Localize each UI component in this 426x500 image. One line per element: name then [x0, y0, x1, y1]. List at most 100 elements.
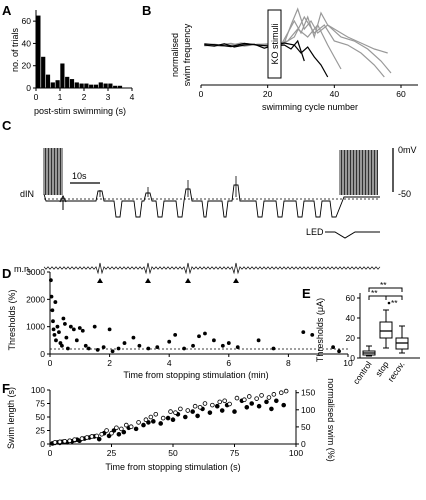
panel-f-ytick-label: 0: [40, 439, 45, 449]
panel-d-point: [50, 308, 55, 313]
panel-a-bar: [60, 63, 65, 88]
panel-d-point: [54, 338, 58, 343]
panel-d-ytick-label: 2000: [26, 294, 45, 304]
time-scale-label: 10s: [72, 171, 87, 181]
panel-b-ticks: 0 20 40 60: [199, 85, 406, 99]
panel-d-point: [55, 324, 60, 329]
panel-e-ylabel: Thresholds (μA): [315, 298, 325, 362]
panel-f-ytick-right-label: 50: [301, 422, 311, 432]
panel-f-point-open: [109, 430, 114, 436]
panel-f-point-filled: [264, 399, 269, 405]
panel-f-point-open: [123, 422, 129, 428]
ko-stimuli-box: [267, 9, 282, 79]
panel-b-lines: [204, 7, 392, 78]
panel-d-point: [131, 335, 136, 340]
led-trace: [325, 231, 380, 239]
panel-b-label: B: [142, 3, 151, 18]
stim-arrow-head: [59, 194, 67, 203]
panel-f-point-filled: [106, 433, 112, 439]
panel-f-point-open: [202, 401, 208, 406]
panel-a-bar: [69, 79, 75, 88]
panel-a-bar: [98, 82, 103, 88]
panel-a-bar: [84, 83, 89, 88]
panel-d-xtick-label: 6: [226, 358, 231, 368]
panel-f-point-filled: [195, 413, 200, 419]
panel-f-point-filled: [111, 428, 117, 433]
panel-f-point-open: [62, 438, 68, 444]
panel-d-point: [92, 324, 97, 329]
panel-f-point-open: [185, 408, 191, 413]
panel-a-ytick-label: 40: [22, 38, 32, 48]
panel-f-point-open: [114, 425, 119, 431]
panel-f-point-open: [246, 394, 252, 399]
panel-b-xtick-label: 40: [330, 89, 340, 99]
panel-f-point-open: [99, 431, 104, 437]
panel-e-boxes: [362, 301, 409, 357]
panel-e-category-label: control: [351, 359, 374, 386]
panel-d-point: [74, 338, 79, 343]
panel-d-xtick-label: 4: [167, 358, 172, 368]
panel-d-xtick-label: 0: [48, 358, 53, 368]
panel-d-point: [197, 334, 201, 339]
panel-f-ytick-label: 75: [36, 399, 46, 409]
panel-d-point: [95, 348, 100, 352]
panel-f-xtick-label: 75: [230, 448, 240, 458]
panel-d-point: [182, 346, 187, 351]
panel-d-label: D: [2, 266, 11, 281]
panel-f-point-open: [79, 436, 85, 441]
panel-a-bar: [36, 15, 41, 89]
panel-d-point: [203, 331, 207, 336]
panel-a-ylabel: no. of trials: [10, 27, 20, 72]
panel-f-point-open: [283, 388, 289, 394]
panel-f-point-filled: [219, 408, 225, 413]
panel-f-point-open: [143, 417, 149, 423]
panel-b-series-line: [204, 42, 329, 78]
panel-d-point: [137, 343, 142, 348]
panel-d-point: [64, 335, 69, 340]
mn-burst-triangle: [185, 278, 191, 283]
panel-f-ytick-label: 100: [31, 385, 45, 395]
panel-a-bar: [65, 76, 70, 88]
panel-a-bar: [103, 83, 108, 88]
panel-f-point-filled: [96, 436, 102, 442]
panel-f-xtick-label: 0: [48, 448, 53, 458]
din-spike-bursts: [43, 148, 378, 197]
panel-d-point: [80, 328, 85, 333]
panel-f-point-open: [222, 398, 227, 404]
panel-f-point-open: [84, 435, 90, 440]
panel-f-point-open: [242, 397, 247, 403]
panel-d-point: [256, 338, 261, 343]
panel-d-point: [48, 278, 53, 283]
panel-b-series-line: [204, 39, 305, 62]
panel-d-point: [310, 332, 315, 337]
panel-d-xtick-label: 8: [286, 358, 291, 368]
sig-bracket-3: [385, 295, 403, 300]
panel-e-category-label: recov.: [386, 359, 407, 383]
din-rebound-burst: [339, 150, 378, 195]
panel-f-point-open: [67, 438, 72, 444]
panel-f-point-filled: [256, 403, 262, 409]
panel-b-ylabel-line2: swim frequency: [182, 23, 192, 86]
panel-d-point: [77, 326, 82, 330]
panel-a-bar: [79, 83, 84, 88]
panel-d-point: [146, 346, 151, 351]
panel-f-point-open: [192, 403, 198, 409]
panel-d-point: [212, 338, 216, 343]
panel-d-point: [173, 332, 178, 337]
panel-d-point: [271, 346, 276, 351]
panel-d-point: [51, 327, 56, 332]
panel-d-point: [167, 339, 172, 344]
panel-d-point: [60, 343, 64, 348]
panel-d-point: [107, 327, 112, 332]
panel-d-points: [48, 278, 341, 354]
panel-a-ytick-label: 0: [26, 83, 31, 93]
ko-stimuli-label: KO stimuli: [270, 23, 280, 64]
panel-a-xtick-label: 0: [34, 92, 39, 102]
panel-d-point: [101, 345, 106, 350]
panel-a-bar: [117, 85, 123, 88]
panel-b-xtick-label: 60: [396, 89, 406, 99]
panel-e-box: [379, 321, 393, 339]
